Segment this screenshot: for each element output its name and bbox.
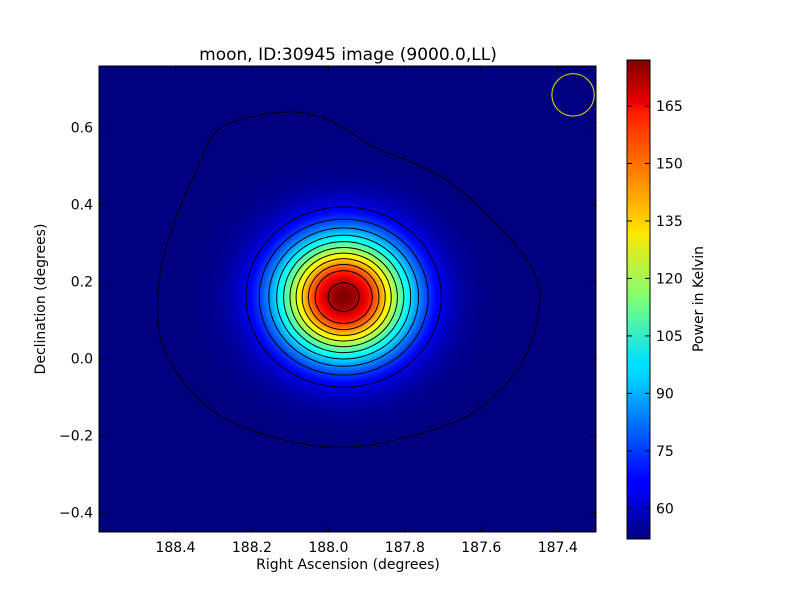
y-tick-label: 0.2 (71, 275, 93, 291)
contour-line (307, 264, 380, 331)
plot-frame (98, 65, 597, 533)
contour-line (268, 227, 420, 367)
contour-line (327, 282, 360, 312)
plot-area (98, 65, 597, 533)
y-axis-ticks: −0.4 −0.2 0.0 0.2 0.4 0.6 (59, 121, 596, 522)
colorbar-tick-label: 75 (656, 444, 674, 460)
heatmap-image (99, 66, 596, 532)
outer-contour (157, 111, 541, 448)
x-tick-label: 188.4 (155, 540, 195, 556)
contour-line (289, 247, 398, 348)
contour-line (245, 206, 442, 388)
colorbar-ticks: 60 75 90 105 120 135 150 165 (627, 99, 683, 517)
x-tick-label: 187.4 (538, 540, 578, 556)
contour-line (301, 258, 386, 336)
contour-line (295, 252, 392, 342)
y-tick-label: 0.6 (71, 121, 93, 137)
colorbar-tick-label: 135 (656, 214, 683, 230)
colorbar-frame (626, 59, 651, 540)
colorbar-label: Power in Kelvin (691, 246, 707, 352)
chart-title: moon, ID:30945 image (9000.0,LL) (199, 45, 497, 65)
contour-line (283, 241, 405, 354)
colorbar-tick-label: 60 (656, 501, 674, 517)
colorbar-tick-label: 150 (656, 156, 683, 172)
y-tick-label: −0.4 (59, 506, 93, 522)
colorbar: 60 75 90 105 120 135 150 165 Power in Kelvin (626, 59, 707, 540)
colorbar-tick-label: 120 (656, 271, 683, 287)
contour-line (258, 218, 429, 376)
colorbar-gradient (627, 60, 650, 539)
x-tick-label: 188.2 (232, 540, 272, 556)
colorbar-tick-label: 165 (656, 99, 683, 115)
contour-line (276, 234, 412, 360)
x-axis-label: Right Ascension (degrees) (256, 557, 440, 573)
x-axis-ticks: 188.4 188.2 188.0 187.8 187.6 187.4 (155, 66, 578, 556)
x-tick-label: 188.0 (308, 540, 348, 556)
colorbar-tick-label: 90 (656, 386, 674, 402)
contour-group (157, 111, 541, 448)
colorbar-tick-label: 105 (656, 329, 683, 345)
contour-line (314, 270, 373, 324)
x-tick-label: 187.6 (461, 540, 501, 556)
y-tick-label: 0.0 (71, 352, 93, 368)
y-tick-label: 0.4 (71, 198, 93, 214)
y-tick-label: −0.2 (59, 429, 93, 445)
beam-circle (551, 73, 595, 117)
y-axis-label: Declination (degrees) (33, 224, 49, 375)
x-tick-label: 187.8 (385, 540, 425, 556)
